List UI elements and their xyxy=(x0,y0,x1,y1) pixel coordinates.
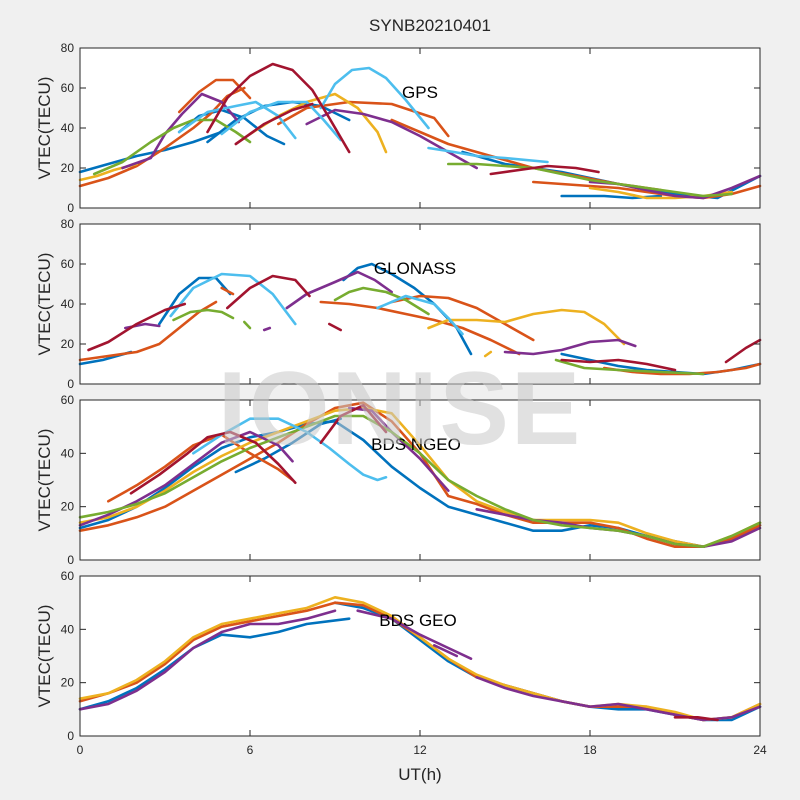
series-line xyxy=(560,358,677,372)
series-line xyxy=(78,86,246,188)
y-tick-label: 20 xyxy=(61,676,75,690)
series-line xyxy=(78,130,223,174)
y-axis-label: VTEC(TECU) xyxy=(35,605,54,708)
series-line xyxy=(78,609,337,711)
series-line xyxy=(78,406,762,549)
series-line xyxy=(262,326,272,332)
x-tick-label: 6 xyxy=(247,743,254,757)
y-tick-label: 40 xyxy=(61,121,75,135)
series-line xyxy=(489,164,600,176)
series-line xyxy=(446,162,734,198)
plot-area xyxy=(80,224,760,384)
y-tick-label: 80 xyxy=(61,41,75,55)
series-line xyxy=(243,320,252,330)
panel-label: BDS NGEO xyxy=(371,435,461,454)
series-line xyxy=(220,100,343,142)
series-line xyxy=(724,338,762,364)
series-line xyxy=(220,286,235,296)
series-line xyxy=(319,300,521,356)
panel-label: BDS GEO xyxy=(379,611,456,630)
series-line xyxy=(432,643,459,658)
series-line xyxy=(673,715,719,722)
series-line xyxy=(483,350,493,358)
y-tick-label: 60 xyxy=(61,257,75,271)
panel-2: 0 20 40 60 VTEC(TECU) BDS NGEO xyxy=(35,393,762,567)
y-axis-label: VTEC(TECU) xyxy=(35,429,54,532)
series-line xyxy=(121,92,240,170)
series-line xyxy=(192,417,388,482)
y-tick-label: 0 xyxy=(67,729,74,743)
series-line xyxy=(206,62,351,154)
panel-0: 0 20 40 60 80 VTEC(TECU) GPS xyxy=(35,41,762,215)
series-line xyxy=(427,146,549,164)
panel-3: 0 20 40 60 0 6 12 18 24 VTEC(TECU) BDS GEO xyxy=(35,569,767,757)
series-line xyxy=(129,430,297,495)
y-tick-label: 60 xyxy=(61,569,75,583)
x-tick-label: 12 xyxy=(413,743,427,757)
y-tick-label: 20 xyxy=(61,161,75,175)
series-line xyxy=(376,294,464,336)
series-line xyxy=(554,358,705,376)
x-axis-label: UT(h) xyxy=(398,765,441,784)
series-line xyxy=(172,308,235,322)
series-line xyxy=(92,118,252,176)
series-line xyxy=(503,338,637,356)
series-line xyxy=(319,403,388,445)
series-line xyxy=(226,274,311,310)
series-line xyxy=(169,272,297,326)
panel-label: GPS xyxy=(402,83,438,102)
series-line xyxy=(177,100,297,140)
panel-label: GLONASS xyxy=(374,259,456,278)
y-tick-label: 40 xyxy=(61,446,75,460)
series-line xyxy=(206,100,351,144)
figure-title: SYNB20210401 xyxy=(369,16,491,35)
series-line xyxy=(285,270,394,310)
x-tick-label: 0 xyxy=(77,743,84,757)
y-tick-label: 60 xyxy=(61,393,75,407)
y-tick-label: 0 xyxy=(67,553,74,567)
y-tick-label: 20 xyxy=(61,500,75,514)
series-line xyxy=(234,417,343,474)
series-line xyxy=(356,609,473,661)
series-line xyxy=(158,276,232,326)
y-tick-label: 40 xyxy=(61,622,75,636)
y-axis-label: VTEC(TECU) xyxy=(35,253,54,356)
y-tick-label: 40 xyxy=(61,297,75,311)
series-line xyxy=(107,433,294,503)
x-tick-label: 18 xyxy=(583,743,597,757)
series-line xyxy=(276,100,450,138)
series-line xyxy=(427,308,626,346)
x-tick-label: 24 xyxy=(753,743,767,757)
series-line xyxy=(78,414,762,549)
y-tick-label: 80 xyxy=(61,217,75,231)
series-line xyxy=(234,102,314,146)
series-line xyxy=(333,286,430,316)
y-tick-label: 0 xyxy=(67,377,74,391)
series-line xyxy=(319,66,430,130)
y-tick-label: 60 xyxy=(61,81,75,95)
y-axis-label: VTEC(TECU) xyxy=(35,77,54,180)
series-line xyxy=(390,294,535,342)
y-tick-label: 20 xyxy=(61,337,75,351)
series-line xyxy=(78,595,762,722)
y-tick-label: 0 xyxy=(67,201,74,215)
series-line xyxy=(87,302,187,352)
plot-area xyxy=(80,48,760,208)
panel-1: 0 20 40 60 80 VTEC(TECU) GLONASS xyxy=(35,217,762,391)
series-line xyxy=(327,322,343,332)
